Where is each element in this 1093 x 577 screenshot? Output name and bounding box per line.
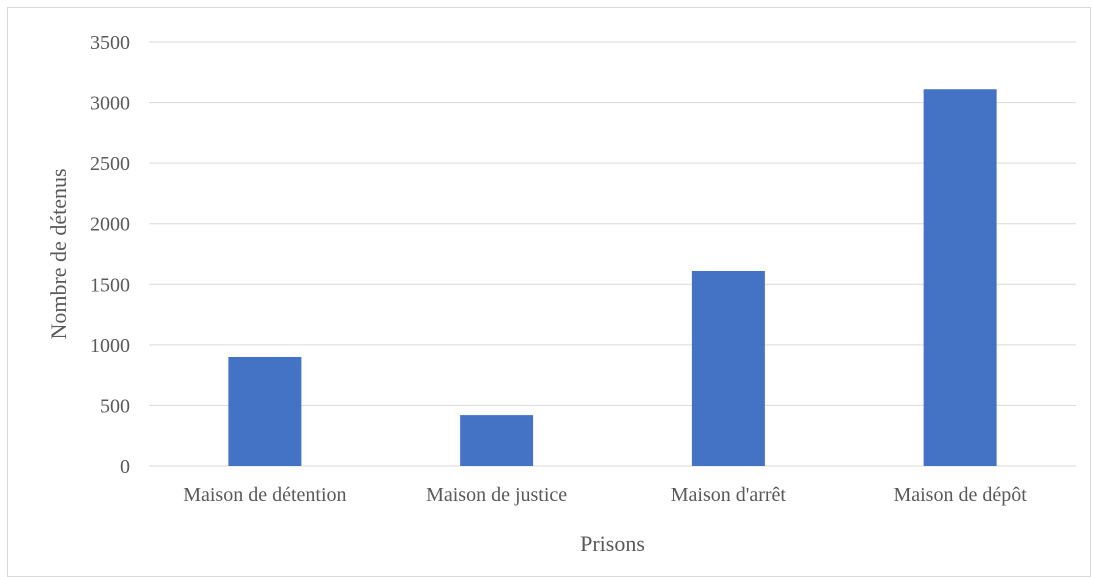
x-tick-label: Maison de détention — [183, 484, 346, 506]
y-tick-label: 2500 — [90, 153, 130, 175]
y-axis-title: Nombre de détenus — [46, 168, 71, 339]
bar — [923, 89, 997, 466]
x-axis-ticks: Maison de détention Maison de justice Mais… — [183, 484, 1027, 506]
y-tick-label: 1000 — [90, 335, 130, 357]
y-tick-label: 3000 — [90, 93, 130, 115]
bar — [228, 356, 302, 466]
x-tick-label: Maison d'arrêt — [671, 484, 787, 506]
y-tick-label: 2000 — [90, 214, 130, 236]
x-axis-title: Prisons — [580, 531, 645, 556]
y-axis-ticks: 0 500 1000 1500 2000 2500 3000 3500 — [90, 32, 130, 478]
y-tick-label: 3500 — [90, 32, 130, 54]
gridlines — [149, 41, 1076, 467]
bar — [691, 270, 765, 466]
chart-frame — [7, 7, 1091, 577]
y-tick-label: 0 — [120, 456, 130, 478]
bar — [460, 415, 534, 466]
bars — [228, 89, 997, 466]
y-tick-label: 500 — [100, 395, 130, 417]
x-tick-label: Maison de justice — [426, 484, 567, 506]
x-tick-label: Maison de dépôt — [893, 484, 1027, 506]
y-tick-label: 1500 — [90, 274, 130, 296]
